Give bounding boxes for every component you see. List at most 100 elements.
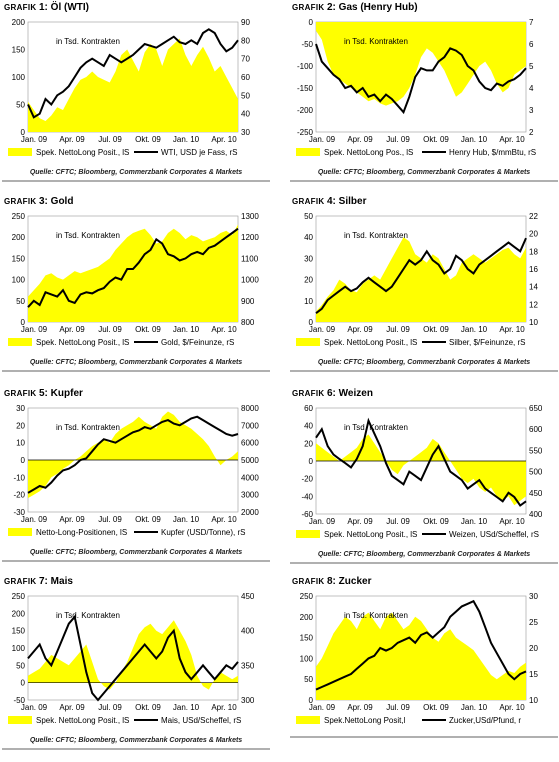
right-tick-label: 8000 <box>241 404 259 413</box>
series-area <box>316 612 526 700</box>
x-tick-label: Apr. 09 <box>59 325 85 334</box>
series-area <box>28 38 238 132</box>
legend-area-swatch <box>8 338 32 346</box>
left-tick-label: 0 <box>309 318 314 327</box>
left-tick-label: -100 <box>297 62 314 71</box>
right-tick-label: 40 <box>241 110 250 119</box>
x-tick-label: Jul. 09 <box>386 325 410 334</box>
x-tick-label: Jan. 09 <box>21 703 48 712</box>
right-tick-label: 800 <box>241 318 255 327</box>
chart-label-num: 8: <box>327 576 339 587</box>
right-tick-label: 30 <box>241 128 250 137</box>
chart-title: GRAFIK 2: Gas (Henry Hub) <box>292 2 418 13</box>
left-tick-label: 250 <box>12 592 26 601</box>
right-tick-label: 1100 <box>241 254 259 263</box>
source-note: Quelle: CFTC; Bloomberg, Commerzbank Cor… <box>29 737 243 744</box>
x-tick-label: Jul. 09 <box>386 135 410 144</box>
right-tick-label: 300 <box>241 696 255 705</box>
chart-title: GRAFIK 8: Zucker <box>292 576 371 587</box>
source-note: Quelle: CFTC; Bloomberg, Commerzbank Cor… <box>29 549 243 556</box>
x-tick-label: Okt. 09 <box>423 703 449 712</box>
right-tick-label: 90 <box>241 18 250 27</box>
legend-area-swatch <box>296 716 320 724</box>
annotation-text: in Tsd. Kontrakten <box>344 37 408 46</box>
right-tick-label: 4000 <box>241 473 259 482</box>
x-tick-label: Jan. 09 <box>21 515 48 524</box>
chart-label-word: GRAFIK <box>4 389 39 398</box>
x-tick-label: Apr. 09 <box>347 517 373 526</box>
chart-title-text: Gold <box>50 196 74 207</box>
x-tick-label: Apr. 09 <box>347 703 373 712</box>
right-tick-label: 1000 <box>241 276 259 285</box>
right-tick-label: 60 <box>241 73 250 82</box>
chart-title: GRAFIK 1: Öl (WTI) <box>4 2 89 13</box>
chart-svg: 250 200 150 100 50 0 1300 1200 1100 1000 900 800 Jan… <box>8 212 259 347</box>
chart-panel-oil: GRAFIK 1: Öl (WTI) 200 150 100 50 0 90 80 70 60 50… <box>2 2 272 188</box>
chart-svg: 30 20 10 0 -10 -20 -30 8000 7000 6000 5000 4000 3000… <box>8 404 259 537</box>
annotation-text: in Tsd. Kontrakten <box>56 611 120 620</box>
legend-area-label: Netto-Long-Positionen, lS <box>36 528 127 537</box>
chart-svg: 250 200 150 100 50 0 30 25 20 15 10 Jan. 09 Apr. 09 J… <box>296 592 538 725</box>
x-tick-label: Apr. 10 <box>499 517 525 526</box>
chart-label-num: 2: <box>327 2 339 13</box>
left-tick-label: 150 <box>12 254 26 263</box>
source-note: Quelle: CFTC; Bloomberg, Commerzbank Cor… <box>317 169 531 176</box>
x-tick-label: Jan. 10 <box>461 703 488 712</box>
x-tick-label: Okt. 09 <box>135 325 161 334</box>
legend-line-label: Gold, $/Feinunze, rS <box>161 338 234 347</box>
right-tick-label: 10 <box>529 318 538 327</box>
x-tick-label: Jan. 09 <box>309 325 336 334</box>
series-area <box>28 411 238 499</box>
right-tick-label: 80 <box>241 36 250 45</box>
left-tick-label: 150 <box>12 627 26 636</box>
legend-area-label: Spek. NettoLong Posit., lS <box>36 716 129 725</box>
x-tick-label: Apr. 10 <box>499 703 525 712</box>
x-tick-label: Okt. 09 <box>423 325 449 334</box>
left-tick-label: 0 <box>309 696 314 705</box>
right-tick-label: 7000 <box>241 421 259 430</box>
legend-line-label: Kupfer (USD/Tonne), rS <box>161 528 245 537</box>
divider-rule <box>290 736 558 738</box>
chart-label-word: GRAFIK <box>4 197 39 206</box>
legend-area-swatch <box>296 148 320 156</box>
legend-line-label: WTI, USD je Fass, rS <box>161 148 237 157</box>
chart-svg: 60 40 20 0 -20 -40 -60 650 600 550 500 450 400 Jan. 0… <box>296 404 543 539</box>
right-tick-label: 20 <box>529 230 538 239</box>
chart-label-num: 1: <box>39 2 51 13</box>
series-line <box>27 415 239 494</box>
annotation-text: in Tsd. Kontrakten <box>344 231 408 240</box>
series-area <box>28 224 238 322</box>
right-tick-label: 2 <box>529 128 534 137</box>
x-tick-label: Apr. 10 <box>211 515 237 524</box>
x-tick-label: Jan. 09 <box>21 135 48 144</box>
chart-title-text: Gas (Henry Hub) <box>338 2 418 13</box>
chart-label-word: GRAFIK <box>4 577 39 586</box>
legend-line-label: Henry Hub, $/mmBtu, rS <box>449 148 536 157</box>
right-tick-label: 1300 <box>241 212 259 221</box>
chart-svg: 0 -50 -100 -150 -200 -250 7 6 5 4 3 2 Jan. 09 Apr. 09… <box>296 18 536 157</box>
x-tick-label: Okt. 09 <box>135 135 161 144</box>
x-tick-label: Jan. 10 <box>173 515 200 524</box>
right-tick-label: 3000 <box>241 491 259 500</box>
legend-line-label: Silber, $/Feinunze, rS <box>449 338 525 347</box>
chart-title: GRAFIK 3: Gold <box>4 196 73 207</box>
right-tick-label: 500 <box>529 468 543 477</box>
right-tick-label: 400 <box>529 510 543 519</box>
divider-rule <box>290 370 558 372</box>
left-tick-label: 20 <box>304 276 313 285</box>
x-tick-label: Okt. 09 <box>135 703 161 712</box>
right-tick-label: 1200 <box>241 233 259 242</box>
x-tick-label: Jul. 09 <box>98 515 122 524</box>
series-line <box>27 28 239 119</box>
left-tick-label: -20 <box>13 491 25 500</box>
right-tick-label: 7 <box>529 18 534 27</box>
left-tick-label: 100 <box>300 654 314 663</box>
right-tick-label: 550 <box>529 446 543 455</box>
annotation-text: in Tsd. Kontrakten <box>56 231 120 240</box>
left-tick-label: -40 <box>301 492 313 501</box>
right-tick-label: 30 <box>529 592 538 601</box>
chart-title: GRAFIK 5: Kupfer <box>4 388 83 399</box>
chart-svg: 200 150 100 50 0 90 80 70 60 50 40 30 Jan. 09 Apr. 09… <box>8 18 250 157</box>
series-line <box>27 227 239 308</box>
source-note: Quelle: CFTC; Bloomberg, Commerzbank Cor… <box>317 551 531 558</box>
